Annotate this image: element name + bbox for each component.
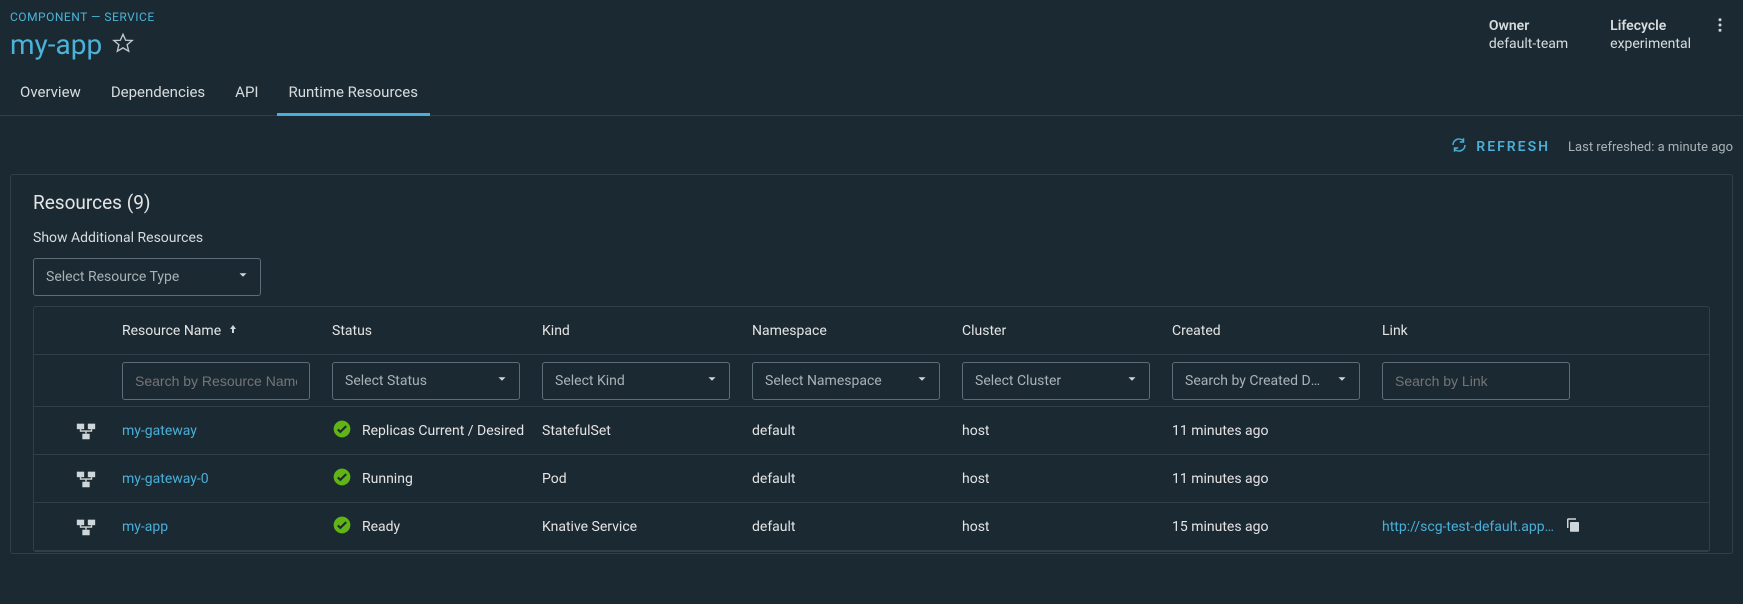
check-circle-icon [332,467,352,491]
created-cell: 11 minutes ago [1172,471,1382,487]
status-text: Replicas Current / Desired [362,423,524,439]
sort-asc-icon [227,323,239,339]
chevron-down-icon [915,372,929,390]
page-title: my-app [10,28,102,61]
filter-cluster-select[interactable]: Select Cluster [962,362,1150,400]
chevron-down-icon [236,268,250,286]
check-circle-icon [332,419,352,443]
resource-name-link[interactable]: my-gateway [122,423,197,439]
filter-kind-select[interactable]: Select Kind [542,362,730,400]
star-outline-icon[interactable] [112,32,134,58]
chevron-down-icon [1125,372,1139,390]
col-resource-name[interactable]: Resource Name [122,323,332,339]
resource-tree-icon[interactable] [34,420,122,442]
refresh-icon [1450,136,1468,158]
filter-cluster-placeholder: Select Cluster [975,373,1061,389]
kind-cell: Knative Service [542,519,752,535]
filter-name-input[interactable] [122,362,310,400]
tab-overview[interactable]: Overview [20,83,81,115]
resource-link[interactable]: http://scg-test-default.apps. ... [1382,519,1556,535]
tab-dependencies[interactable]: Dependencies [111,83,205,115]
kind-cell: StatefulSet [542,423,752,439]
filter-status-placeholder: Select Status [345,373,427,389]
filter-link-input[interactable] [1382,362,1570,400]
resource-tree-icon[interactable] [34,468,122,490]
kind-cell: Pod [542,471,752,487]
resource-name-link[interactable]: my-app [122,519,168,535]
tabs: Overview Dependencies API Runtime Resour… [0,61,1743,116]
table-filter-row: Select Status Select Kind Select Namespa… [34,355,1709,407]
resource-type-placeholder: Select Resource Type [46,269,179,285]
resource-name-link[interactable]: my-gateway-0 [122,471,209,487]
copy-icon[interactable] [1564,516,1582,538]
status-text: Running [362,471,413,487]
filter-created-placeholder: Search by Created Date [1185,373,1325,389]
col-created[interactable]: Created [1172,323,1382,339]
chevron-down-icon [1335,372,1349,390]
owner-label: Owner [1489,18,1568,34]
cluster-cell: host [962,519,1172,535]
resources-panel: Resources (9) Show Additional Resources … [10,174,1733,554]
table-header-row: Resource Name Status Kind Namespace Clus… [34,307,1709,355]
namespace-cell: default [752,471,962,487]
owner-meta: Owner default-team [1489,18,1568,52]
namespace-cell: default [752,423,962,439]
status-text: Ready [362,519,400,535]
chevron-down-icon [495,372,509,390]
filter-status-select[interactable]: Select Status [332,362,520,400]
resource-tree-icon[interactable] [34,516,122,538]
table-row: my-gateway-0 Running Pod default host 11… [34,455,1709,503]
namespace-cell: default [752,519,962,535]
refresh-label: REFRESH [1476,139,1550,155]
resources-table: Resource Name Status Kind Namespace Clus… [33,306,1710,552]
table-row: my-app Ready Knative Service default hos… [34,503,1709,551]
additional-resources-label: Show Additional Resources [11,230,1732,246]
lifecycle-value: experimental [1610,36,1691,52]
filter-kind-placeholder: Select Kind [555,373,625,389]
cluster-cell: host [962,471,1172,487]
col-status[interactable]: Status [332,323,542,339]
resource-type-select[interactable]: Select Resource Type [33,258,261,296]
refresh-button[interactable]: REFRESH [1450,136,1550,158]
last-refreshed-text: Last refreshed: a minute ago [1568,140,1733,155]
lifecycle-label: Lifecycle [1610,18,1691,34]
created-cell: 15 minutes ago [1172,519,1382,535]
cluster-cell: host [962,423,1172,439]
col-resource-name-label: Resource Name [122,323,221,339]
tab-runtime-resources[interactable]: Runtime Resources [289,83,418,115]
col-kind[interactable]: Kind [542,323,752,339]
col-cluster[interactable]: Cluster [962,323,1172,339]
owner-value: default-team [1489,36,1568,52]
tab-api[interactable]: API [235,83,258,115]
col-namespace[interactable]: Namespace [752,323,962,339]
col-link[interactable]: Link [1382,323,1592,339]
lifecycle-meta: Lifecycle experimental [1610,18,1691,52]
filter-created-select[interactable]: Search by Created Date [1172,362,1360,400]
table-row: my-gateway Replicas Current / Desired St… [34,407,1709,455]
breadcrumb[interactable]: COMPONENT — SERVICE [10,10,1733,24]
panel-title: Resources (9) [11,191,1732,214]
filter-namespace-select[interactable]: Select Namespace [752,362,940,400]
created-cell: 11 minutes ago [1172,423,1382,439]
check-circle-icon [332,515,352,539]
chevron-down-icon [705,372,719,390]
more-actions-icon[interactable] [1711,14,1729,40]
filter-namespace-placeholder: Select Namespace [765,373,882,389]
